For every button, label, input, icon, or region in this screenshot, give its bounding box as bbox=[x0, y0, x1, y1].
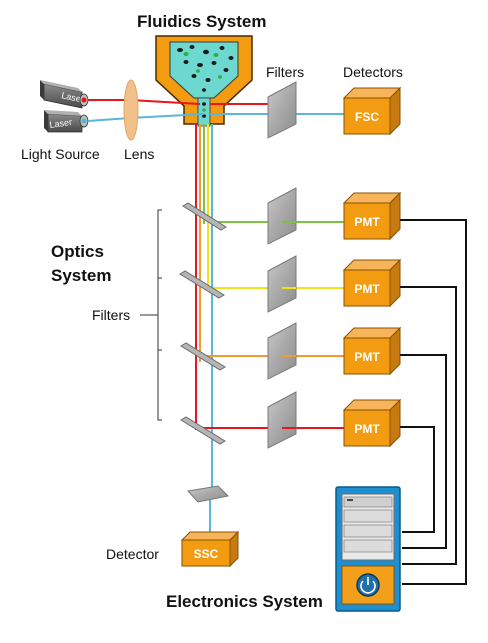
filter-4 bbox=[267, 391, 297, 449]
filters-side-label: Filters bbox=[92, 307, 131, 323]
dichroic-mirror-1 bbox=[182, 202, 227, 231]
dichroic-mirror-3 bbox=[180, 342, 226, 371]
filters-bracket bbox=[140, 209, 162, 421]
filters-top-label: Filters bbox=[266, 64, 305, 80]
pmt-label-3: PMT bbox=[354, 350, 380, 364]
fsc-beams bbox=[210, 103, 350, 115]
pmt-label-2: PMT bbox=[354, 282, 380, 296]
pmt-beams bbox=[200, 221, 350, 429]
filters bbox=[267, 81, 297, 449]
computer-tower bbox=[335, 486, 401, 612]
laser-blue: Laser bbox=[44, 110, 89, 133]
pmt-detector-1: PMT bbox=[342, 191, 402, 241]
fluidics-system-title: Fluidics System bbox=[137, 12, 267, 31]
fluidics-nozzle bbox=[155, 35, 253, 127]
ssc-detector: SSC bbox=[180, 530, 240, 568]
detector-bottom-label: Detector bbox=[106, 546, 159, 562]
sample-particles bbox=[177, 45, 234, 118]
dichroic-mirrors bbox=[179, 202, 227, 445]
signal-wires bbox=[400, 219, 467, 585]
fsc-label: FSC bbox=[355, 110, 379, 124]
ssc-label: SSC bbox=[194, 547, 219, 561]
pmt-detector-3: PMT bbox=[342, 326, 402, 376]
laser-red-text: Laser bbox=[61, 90, 85, 104]
pmt-label-1: PMT bbox=[354, 215, 380, 229]
dichroic-mirror-2 bbox=[179, 270, 225, 299]
optics-title-line1: Optics bbox=[51, 242, 104, 261]
detectors-label: Detectors bbox=[343, 64, 403, 80]
filter-fsc bbox=[267, 81, 297, 139]
light-source-label: Light Source bbox=[21, 146, 100, 162]
pmt-detector-4: PMT bbox=[342, 398, 402, 448]
pmt-label-4: PMT bbox=[354, 422, 380, 436]
sample-particles-green bbox=[183, 52, 222, 112]
laser-red: Laser bbox=[40, 80, 89, 109]
laser-blue-text: Laser bbox=[49, 117, 73, 130]
fsc-detector: FSC bbox=[342, 86, 402, 136]
lens-label: Lens bbox=[124, 146, 155, 162]
lens bbox=[123, 79, 139, 141]
emission-beams bbox=[195, 124, 213, 542]
optics-title-line2: System bbox=[51, 266, 112, 285]
filter-2 bbox=[267, 255, 297, 313]
filter-pass-beams bbox=[282, 221, 296, 429]
optics-system-title: Optics System bbox=[51, 240, 111, 288]
dichroic-mirror-4 bbox=[180, 416, 226, 445]
electronics-system-title: Electronics System bbox=[166, 592, 323, 611]
ssc-mirror bbox=[187, 485, 230, 503]
filter-3 bbox=[267, 322, 297, 380]
filter-1 bbox=[267, 187, 297, 245]
pmt-detector-2: PMT bbox=[342, 258, 402, 308]
